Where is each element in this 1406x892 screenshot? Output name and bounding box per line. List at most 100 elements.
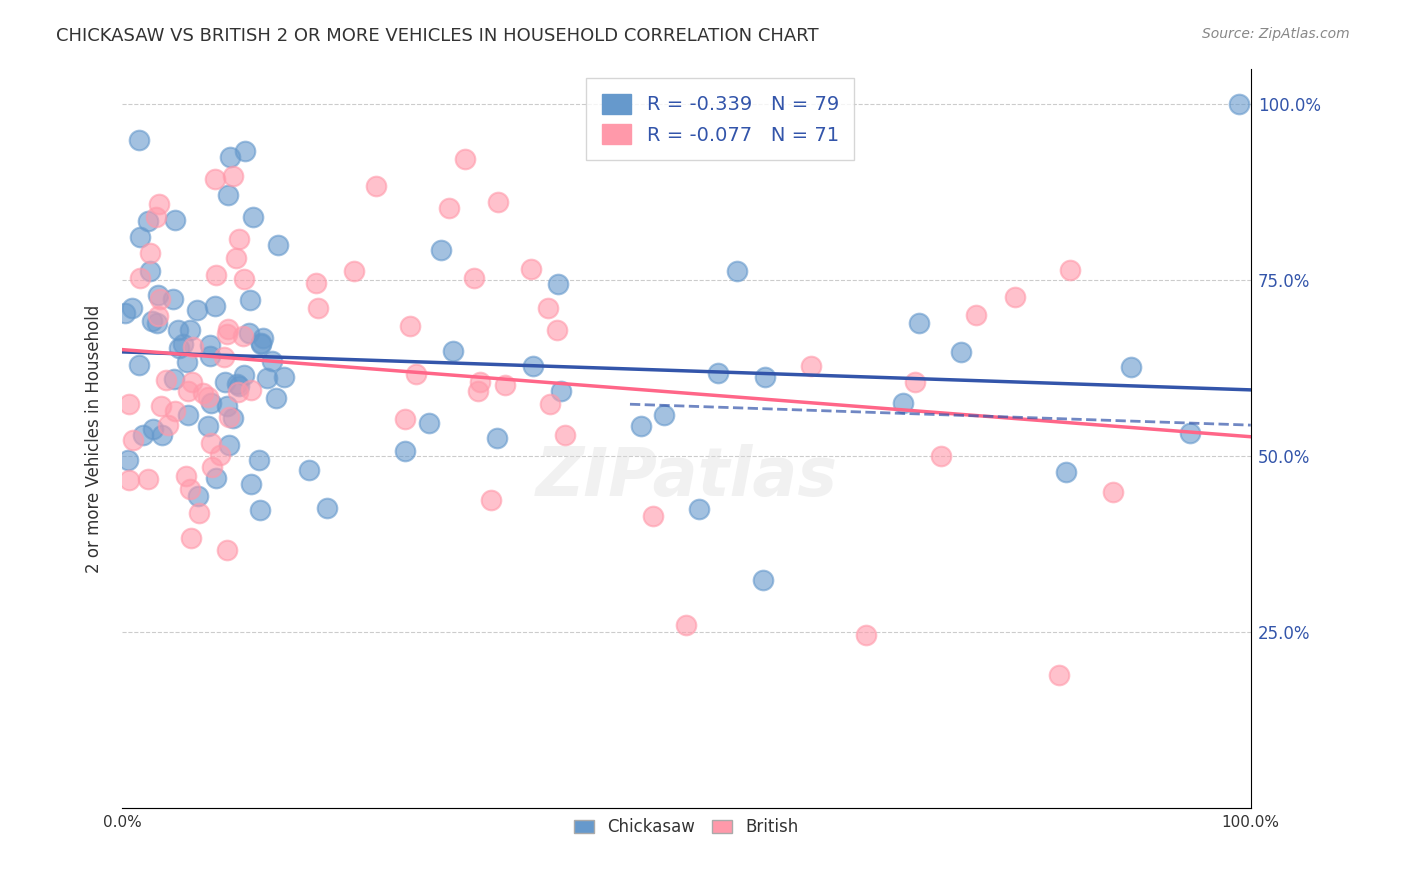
Point — [239, 383, 262, 397]
Point — [198, 350, 221, 364]
Point — [1047, 667, 1070, 681]
Point — [228, 379, 250, 393]
Point — [148, 197, 170, 211]
Point — [486, 431, 509, 445]
Point — [907, 316, 929, 330]
Point — [949, 345, 972, 359]
Point — [242, 210, 264, 224]
Point — [298, 463, 321, 477]
Point — [675, 618, 697, 632]
Point — [405, 367, 427, 381]
Point — [904, 376, 927, 390]
Point — [1178, 426, 1201, 441]
Point — [218, 410, 240, 425]
Point — [145, 210, 167, 224]
Point — [219, 151, 242, 165]
Point — [191, 385, 214, 400]
Point — [215, 326, 238, 341]
Point — [800, 359, 823, 373]
Point — [252, 331, 274, 345]
Point — [141, 314, 163, 328]
Point — [208, 448, 231, 462]
Point — [250, 335, 273, 350]
Point — [204, 471, 226, 485]
Point — [136, 472, 159, 486]
Point — [225, 251, 247, 265]
Point — [146, 316, 169, 330]
Point — [218, 438, 240, 452]
Point — [117, 453, 139, 467]
Point — [148, 309, 170, 323]
Point — [222, 411, 245, 425]
Point — [204, 299, 226, 313]
Point — [305, 277, 328, 291]
Point — [239, 293, 262, 307]
Point — [114, 306, 136, 320]
Point — [215, 399, 238, 413]
Text: CHICKASAW VS BRITISH 2 OR MORE VEHICLES IN HOUSEHOLD CORRELATION CHART: CHICKASAW VS BRITISH 2 OR MORE VEHICLES … — [56, 27, 818, 45]
Point — [437, 201, 460, 215]
Point — [215, 543, 238, 558]
Point — [167, 342, 190, 356]
Point — [142, 422, 165, 436]
Point — [394, 443, 416, 458]
Point — [550, 384, 572, 398]
Point — [214, 376, 236, 390]
Y-axis label: 2 or more Vehicles in Household: 2 or more Vehicles in Household — [86, 304, 103, 573]
Point — [118, 397, 141, 411]
Point — [463, 271, 485, 285]
Point — [200, 396, 222, 410]
Point — [273, 369, 295, 384]
Text: ZIPatlas: ZIPatlas — [536, 444, 838, 510]
Point — [163, 372, 186, 386]
Point — [418, 416, 440, 430]
Point — [217, 187, 239, 202]
Point — [754, 369, 776, 384]
Point — [174, 469, 197, 483]
Point — [139, 246, 162, 260]
Point — [307, 301, 329, 315]
Point — [891, 395, 914, 409]
Point — [250, 337, 273, 351]
Point — [316, 501, 339, 516]
Point — [725, 264, 748, 278]
Point — [177, 408, 200, 422]
Point — [181, 376, 204, 390]
Point — [149, 399, 172, 413]
Point — [240, 477, 263, 491]
Point — [965, 308, 987, 322]
Point — [226, 377, 249, 392]
Point — [129, 230, 152, 244]
Point — [228, 232, 250, 246]
Point — [200, 436, 222, 450]
Point — [929, 449, 952, 463]
Point — [222, 169, 245, 183]
Point — [214, 350, 236, 364]
Point — [256, 370, 278, 384]
Point — [547, 277, 569, 291]
Point — [522, 359, 544, 374]
Point — [538, 397, 561, 411]
Point — [187, 489, 209, 503]
Point — [688, 501, 710, 516]
Point — [536, 301, 558, 316]
Point — [201, 459, 224, 474]
Point — [172, 336, 194, 351]
Point — [180, 531, 202, 545]
Point — [179, 482, 201, 496]
Point — [226, 384, 249, 399]
Point — [232, 272, 254, 286]
Point — [176, 355, 198, 369]
Point — [470, 375, 492, 389]
Point — [232, 328, 254, 343]
Point — [441, 343, 464, 358]
Point — [630, 419, 652, 434]
Point — [260, 353, 283, 368]
Point — [204, 172, 226, 186]
Point — [149, 292, 172, 306]
Point — [429, 243, 451, 257]
Point — [654, 408, 676, 422]
Point — [163, 212, 186, 227]
Point — [121, 301, 143, 315]
Point — [554, 428, 576, 442]
